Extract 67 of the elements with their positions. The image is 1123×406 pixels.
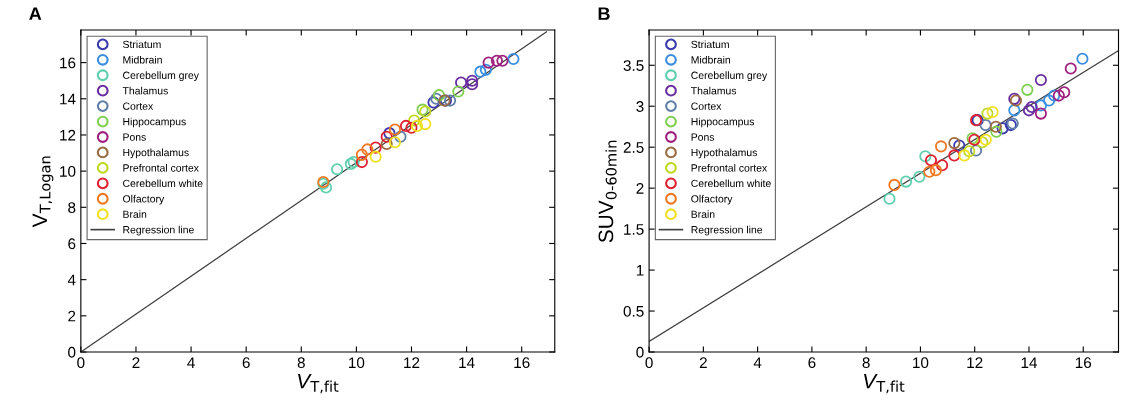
legend-label: Cerebellum white (691, 179, 771, 188)
legend-label: Pons (691, 133, 715, 141)
y-tick-label: 16 (60, 57, 76, 69)
x-tick-label: 10 (913, 357, 929, 369)
x-tick-label: 8 (862, 357, 870, 369)
y-tick-label: 14 (60, 93, 76, 105)
y-tick-label: 0 (68, 346, 76, 358)
legend-label: Regression line (123, 225, 194, 236)
legend-label: Brain (123, 210, 147, 218)
y-tick-label: 3 (636, 101, 644, 112)
chart-title: B (598, 7, 610, 20)
legend-label: Hippocampus (123, 117, 186, 128)
y-tick-label: 0.5 (623, 305, 644, 317)
x-axis-title: V$_{T,fit}$ (864, 373, 905, 394)
x-tick-label: 16 (1075, 357, 1092, 369)
legend-label: Cortex (691, 102, 722, 110)
legend-label: Striatum (691, 40, 729, 49)
legend-label: Hypothalamus (123, 148, 189, 159)
legend-label: Striatum (123, 40, 161, 49)
legend-label: Hippocampus (691, 117, 755, 128)
y-tick-label: 2.5 (623, 142, 644, 153)
legend-label: Prefrontal cortex (123, 163, 199, 172)
y-tick-label: 10 (60, 165, 76, 177)
y-tick-label: 8 (68, 202, 76, 213)
y-tick-label: 1 (636, 265, 644, 276)
legend-label: Prefrontal cortex (691, 163, 768, 172)
x-tick-label: 14 (459, 357, 475, 368)
legend-label: Thalamus (691, 86, 737, 95)
x-tick-label: 14 (1021, 357, 1038, 368)
legend-label: Cerebellum grey (123, 71, 199, 82)
legend-label: Cerebellum white (123, 179, 203, 188)
legend-label: Cerebellum grey (691, 71, 768, 82)
y-tick-label: 2 (68, 310, 76, 322)
x-tick-label: 4 (753, 357, 762, 368)
x-tick-label: 2 (132, 357, 140, 368)
x-tick-label: 8 (297, 357, 305, 369)
y-tick-label: 0 (636, 346, 644, 358)
legend-label: Brain (691, 210, 715, 218)
y-axis-title: V$_{T,Logan}$ (32, 156, 54, 228)
x-tick-label: 6 (242, 357, 250, 369)
legend-label: Thalamus (122, 86, 168, 95)
y-tick-label: 6 (68, 238, 76, 250)
legend-label: Midbrain (691, 55, 731, 64)
y-tick-label: 1.5 (624, 224, 644, 235)
x-tick-label: 6 (808, 357, 816, 369)
x-tick-label: 12 (404, 357, 420, 368)
legend-label: Olfactory (123, 194, 165, 205)
x-tick-label: 16 (514, 357, 530, 369)
y-tick-label: 2 (636, 183, 644, 194)
x-tick-label: 0 (77, 357, 85, 369)
legend-label: Regression line (691, 225, 763, 236)
x-tick-label: 12 (967, 357, 983, 368)
legend-label: Cortex (123, 102, 154, 110)
y-tick-label: 12 (60, 129, 76, 141)
chart-title: A (29, 7, 42, 20)
x-tick-label: 0 (645, 357, 653, 369)
legend-label: Midbrain (123, 55, 162, 64)
legend-label: Hypothalamus (691, 148, 757, 159)
legend-label: Pons (123, 133, 146, 141)
y-tick-label: 4 (67, 274, 76, 286)
legend-label: Olfactory (691, 194, 733, 205)
x-tick-label: 2 (699, 357, 707, 368)
y-tick-label: 3.5 (623, 60, 644, 71)
x-tick-label: 10 (349, 357, 365, 369)
y-axis-title: SUV$_{0-60min}$ (598, 140, 617, 243)
x-tick-label: 4 (187, 357, 195, 368)
x-axis-title: V$_{T,fit}$ (298, 373, 339, 394)
